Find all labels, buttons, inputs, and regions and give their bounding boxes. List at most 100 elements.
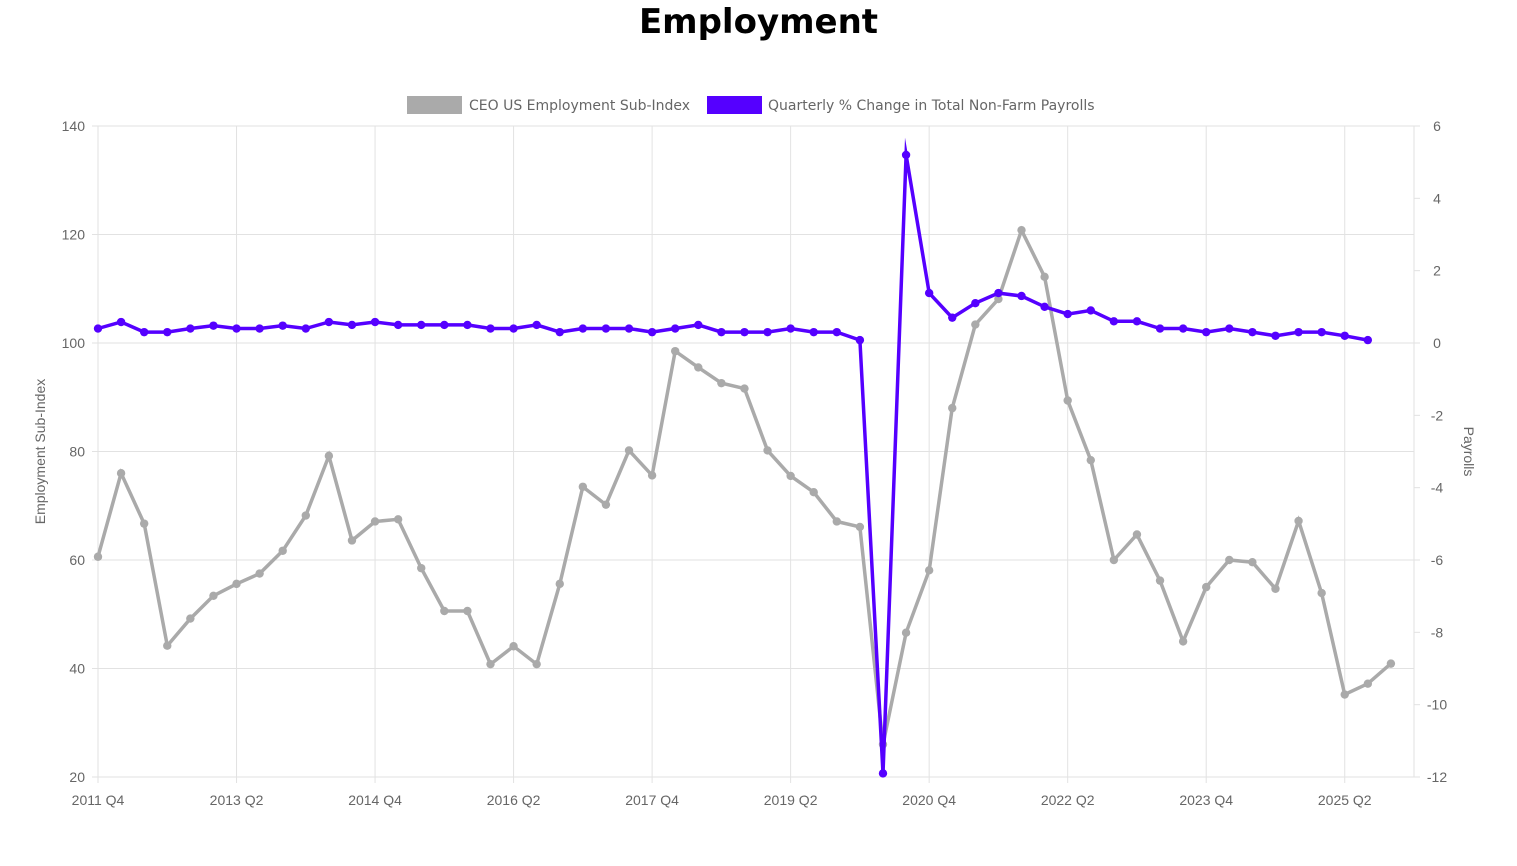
data-point	[994, 288, 1003, 298]
y-tick-label-right: -2	[1431, 407, 1444, 423]
data-point	[278, 546, 287, 555]
data-point	[417, 320, 426, 330]
data-point	[1248, 327, 1257, 337]
data-point	[924, 288, 934, 298]
legend-swatch	[707, 96, 762, 114]
data-point	[578, 324, 588, 333]
x-tick-label: 2019 Q2	[764, 792, 818, 808]
y-tick-label-left: 100	[62, 335, 86, 351]
y-tick-label-right: -8	[1431, 624, 1444, 640]
data-point	[324, 317, 334, 327]
data-point	[601, 324, 611, 333]
x-tick-label: 2014 Q4	[348, 792, 402, 808]
series-line	[96, 225, 1393, 756]
data-point	[1086, 455, 1095, 465]
data-point	[740, 327, 749, 337]
series-payrolls-change	[93, 137, 1373, 778]
data-point	[1109, 317, 1119, 326]
data-point	[509, 324, 518, 333]
data-point	[601, 500, 611, 509]
data-point	[717, 327, 726, 337]
legend-label: Quarterly % Change in Total Non-Farm Pay…	[768, 98, 1095, 114]
data-point	[486, 659, 495, 669]
y-tick-label-right: -6	[1431, 552, 1444, 568]
y-axis-title-right: Payrolls	[1461, 427, 1477, 477]
data-point	[555, 327, 564, 337]
data-point	[624, 446, 634, 455]
data-point	[694, 320, 703, 330]
data-point	[1386, 659, 1396, 668]
data-point	[1271, 584, 1280, 593]
data-point	[1155, 324, 1165, 333]
x-tick-label: 2016 Q2	[487, 792, 541, 808]
y-tick-label-right: -10	[1427, 697, 1447, 713]
y-tick-label-left: 140	[62, 118, 86, 134]
data-point	[532, 320, 541, 330]
data-point	[532, 659, 541, 669]
y-tick-label-left: 120	[62, 227, 86, 243]
data-point	[786, 471, 795, 481]
data-point	[647, 471, 657, 480]
data-point	[393, 515, 403, 524]
data-point	[994, 294, 1003, 304]
data-point	[232, 579, 241, 589]
data-point	[694, 363, 703, 372]
data-point	[901, 150, 911, 160]
data-point	[1340, 690, 1349, 699]
data-point	[163, 641, 172, 650]
data-point	[740, 384, 749, 393]
data-point	[1340, 331, 1349, 340]
y-tick-label-left: 20	[69, 769, 85, 785]
data-point	[301, 324, 310, 333]
data-point	[855, 522, 865, 532]
data-point	[163, 327, 172, 337]
data-point	[832, 327, 842, 337]
data-point	[116, 317, 126, 327]
data-point	[393, 320, 403, 330]
x-tick-label: 2013 Q2	[210, 792, 264, 808]
data-point	[186, 614, 195, 623]
data-point	[486, 324, 495, 333]
data-point	[717, 378, 726, 388]
data-point	[278, 321, 287, 330]
y-tick-label-right: 4	[1433, 190, 1441, 206]
data-point	[209, 591, 218, 601]
x-tick-label: 2023 Q4	[1179, 792, 1233, 808]
data-point	[1248, 557, 1257, 567]
data-point	[301, 511, 310, 520]
series-line	[97, 137, 1369, 774]
data-point	[971, 299, 980, 308]
data-point	[370, 317, 380, 327]
legend-label: CEO US Employment Sub-Index	[469, 98, 690, 114]
data-point	[1294, 516, 1303, 526]
data-point	[1363, 679, 1373, 688]
data-point	[1063, 309, 1072, 319]
data-point	[255, 569, 264, 578]
data-point	[417, 563, 426, 573]
y-tick-label-right: 0	[1433, 335, 1441, 351]
data-point	[209, 321, 218, 330]
data-point	[463, 320, 472, 330]
data-point	[786, 324, 795, 333]
data-point	[440, 320, 449, 330]
data-point	[1040, 302, 1049, 312]
y-tick-label-right: 2	[1433, 263, 1441, 279]
data-point	[1063, 396, 1072, 405]
data-point	[1202, 327, 1211, 337]
data-point	[578, 482, 588, 491]
data-point	[1017, 291, 1026, 301]
y-tick-label-right: -12	[1427, 769, 1447, 785]
data-point	[347, 536, 357, 545]
x-tick-label: 2017 Q4	[625, 792, 679, 808]
data-point	[1317, 327, 1326, 337]
y-tick-label-left: 80	[69, 444, 85, 460]
data-point	[1178, 637, 1188, 646]
data-point	[463, 606, 472, 616]
data-point	[809, 327, 818, 337]
data-point	[555, 579, 564, 589]
y-tick-label-right: -4	[1431, 480, 1444, 496]
data-point	[93, 552, 103, 561]
data-point	[347, 320, 357, 330]
data-point	[1202, 582, 1211, 592]
series-employment-sub-index	[93, 225, 1396, 756]
